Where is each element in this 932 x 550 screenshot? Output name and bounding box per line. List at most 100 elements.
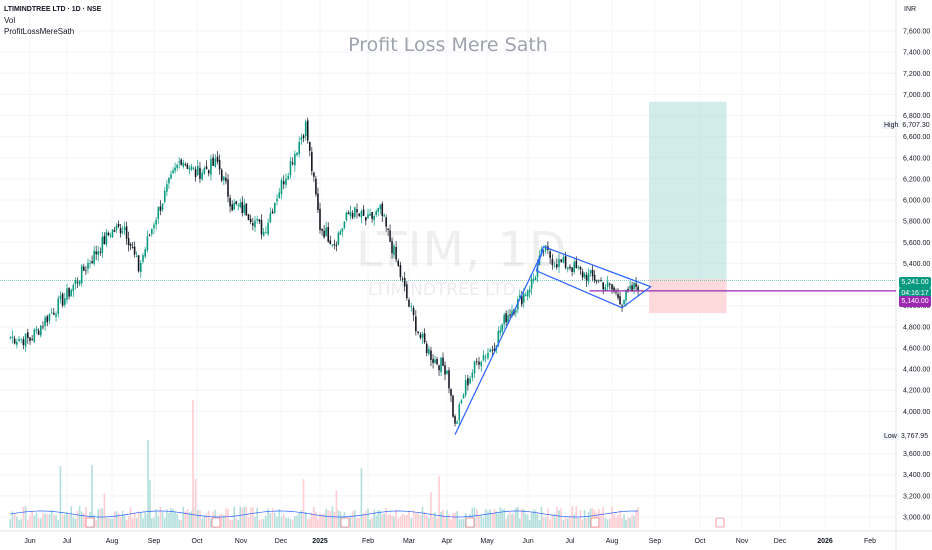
candle-body [395, 246, 397, 260]
volume-bar [444, 517, 446, 528]
flag-pole-line [454, 249, 544, 435]
price-axis-label: 6,600.00 [903, 134, 930, 141]
candle-body [475, 361, 478, 363]
volume-bar [127, 516, 130, 528]
candle-body [174, 167, 176, 171]
volume-bar [74, 518, 77, 528]
volume-bar [178, 519, 180, 528]
candle-body [188, 168, 191, 170]
volume-bar [129, 507, 132, 528]
volume-bar [567, 518, 569, 528]
volume-bar [406, 514, 408, 528]
volume-bar [269, 513, 272, 528]
volume-bar [254, 516, 256, 528]
volume-bar [520, 509, 523, 528]
volume-bar [265, 515, 267, 528]
volume-bar [267, 508, 269, 528]
volume-bar [276, 516, 278, 528]
candle-body [24, 333, 27, 347]
volume-bar [391, 515, 393, 528]
candle-body [432, 359, 434, 363]
volume-bar [188, 512, 191, 528]
volume-bar [460, 519, 463, 528]
volume-bar [369, 519, 371, 528]
candle-body [532, 279, 535, 281]
volume-bar [72, 516, 75, 528]
volume-bar [393, 516, 395, 528]
candle-body [245, 203, 248, 216]
candle-body [524, 294, 527, 296]
candle-body [113, 230, 116, 232]
candle-body [317, 193, 319, 210]
candle-body [97, 251, 100, 255]
candle-body [148, 234, 151, 236]
candle-body [625, 289, 627, 301]
candle-body [507, 315, 509, 324]
candle-body [617, 294, 619, 298]
candle-body [399, 265, 402, 278]
candle-body [231, 204, 233, 211]
candle-body [223, 176, 225, 181]
low-value: 3,767.95 [900, 433, 929, 440]
volume-bar [155, 509, 157, 528]
candle-body [225, 177, 227, 182]
volume-bar [515, 507, 517, 528]
currency-label[interactable]: INR [904, 6, 917, 13]
candle-body [442, 357, 444, 366]
volume-bar [631, 514, 633, 528]
candle-body [170, 174, 172, 179]
candle-body [505, 313, 507, 323]
volume-bar [153, 517, 155, 528]
candle-body [604, 286, 607, 291]
candle-body [553, 265, 556, 267]
volume-bar [480, 514, 483, 528]
legend-indicator[interactable]: ProfitLossMereSath [4, 27, 75, 36]
candle-body [619, 296, 621, 305]
candle-body [115, 225, 118, 230]
volume-bar [403, 514, 406, 528]
candle-body [551, 258, 554, 266]
candle-body [22, 339, 25, 346]
volume-bar [528, 519, 531, 528]
legend-volume[interactable]: Vol [4, 16, 16, 25]
candle-body [362, 209, 365, 216]
price-axis-label: 7,600.00 [903, 29, 930, 36]
candle-body [482, 355, 485, 361]
time-axis-label: Nov [736, 538, 749, 545]
candle-body [448, 370, 450, 389]
candle-body [50, 312, 53, 314]
volume-bar [227, 508, 229, 528]
candle-body [434, 359, 436, 363]
candle-body [256, 218, 258, 221]
candle-body [497, 330, 500, 346]
volume-bar [373, 510, 375, 528]
price-axis-label: 3,200.00 [903, 493, 930, 500]
candle-body [412, 307, 415, 316]
legend-symbol[interactable]: LTIMINDTREE LTD · 1D · NSE [4, 6, 102, 13]
high-value: 6,707.30 [902, 122, 930, 129]
volume-bar [627, 517, 629, 528]
candle-body [252, 223, 254, 226]
volume-bar [220, 514, 223, 528]
volume-bar [619, 509, 621, 528]
volume-bar [190, 511, 193, 528]
candle-body [408, 299, 410, 307]
volume-bar [442, 509, 444, 528]
candle-body [335, 245, 338, 246]
volume-bar [243, 506, 246, 528]
candle-body [119, 228, 122, 234]
volume-bar [600, 512, 602, 528]
volume-bar [302, 479, 305, 528]
candle-body [509, 314, 511, 316]
volume-bar [349, 514, 352, 528]
volume-bar [553, 514, 556, 528]
volume-bar [194, 478, 197, 528]
candle-body [387, 228, 389, 230]
candle-body [254, 220, 256, 228]
volume-bar [617, 514, 619, 528]
volume-bar [35, 512, 38, 528]
candle-body [151, 228, 153, 235]
volume-bar [168, 512, 170, 528]
